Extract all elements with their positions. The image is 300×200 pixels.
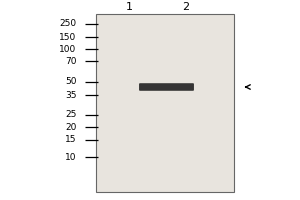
Text: 150: 150 [59, 32, 76, 42]
Text: 35: 35 [65, 90, 76, 99]
Text: 20: 20 [65, 122, 76, 132]
Text: 250: 250 [59, 20, 76, 28]
Text: 70: 70 [65, 56, 76, 66]
Text: 10: 10 [65, 153, 76, 162]
Text: 50: 50 [65, 77, 76, 86]
Text: 1: 1 [125, 2, 133, 12]
Text: 25: 25 [65, 110, 76, 119]
Text: 15: 15 [65, 136, 76, 144]
Text: 100: 100 [59, 45, 76, 53]
Bar [96, 14, 234, 192]
Text: 2: 2 [182, 2, 190, 12]
FancyBboxPatch shape [139, 83, 194, 91]
